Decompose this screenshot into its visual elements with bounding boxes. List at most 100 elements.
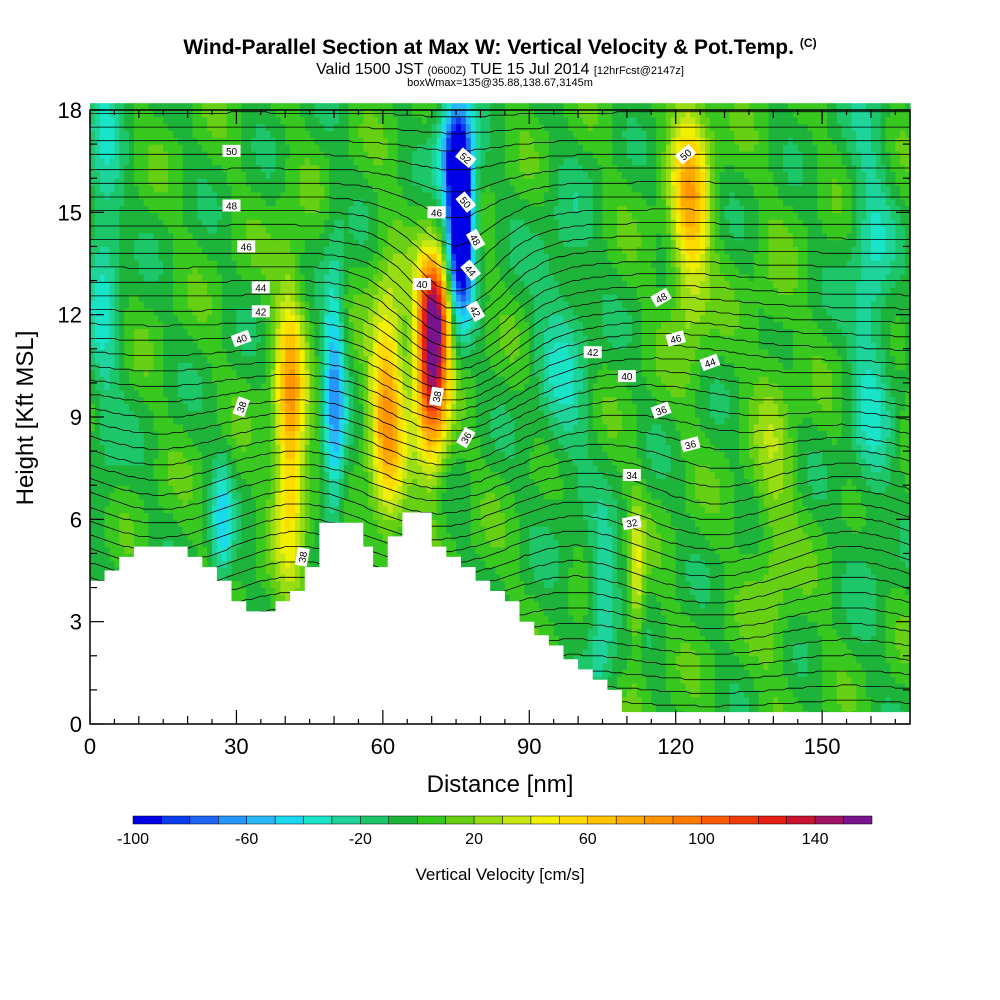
w-cell — [324, 341, 330, 350]
w-cell — [241, 478, 247, 486]
w-cell — [280, 164, 286, 172]
w-cell — [143, 417, 150, 425]
w-cell — [226, 403, 233, 411]
w-cell — [187, 103, 194, 111]
w-cell — [133, 457, 140, 466]
w-cell — [353, 505, 360, 514]
w-cell — [197, 280, 203, 288]
w-cell — [299, 232, 306, 241]
w-cell — [182, 444, 189, 452]
w-cell — [158, 171, 164, 179]
w-cell — [143, 498, 150, 507]
w-cell — [231, 471, 238, 479]
w-cell — [207, 382, 213, 391]
w-cell — [231, 301, 238, 309]
w-cell — [94, 464, 101, 473]
w-cell — [275, 519, 281, 527]
w-cell — [329, 232, 335, 241]
w-cell — [255, 587, 262, 595]
w-cell — [265, 219, 272, 227]
w-cell — [275, 444, 281, 452]
w-cell — [270, 601, 277, 609]
w-cell — [143, 219, 150, 227]
w-cell — [163, 294, 169, 302]
w-cell — [236, 185, 242, 193]
w-cell — [94, 471, 101, 479]
w-cell — [114, 280, 120, 288]
w-cell — [138, 505, 145, 514]
w-cell — [348, 396, 355, 404]
w-cell — [265, 144, 272, 152]
w-cell — [124, 232, 130, 241]
w-cell — [299, 301, 306, 309]
w-cell — [153, 205, 159, 213]
w-cell — [94, 553, 101, 561]
w-cell — [163, 362, 169, 370]
w-cell — [153, 301, 159, 309]
w-cell — [236, 171, 242, 179]
w-cell — [236, 212, 242, 220]
w-cell — [324, 219, 330, 227]
w-cell — [212, 423, 218, 432]
w-cell — [119, 417, 125, 425]
w-cell — [290, 130, 296, 138]
w-cell — [129, 348, 135, 357]
w-cell — [290, 526, 296, 534]
w-cell — [197, 266, 203, 275]
w-cell — [280, 403, 286, 411]
w-cell — [133, 260, 140, 268]
w-cell — [324, 437, 330, 445]
w-cell — [207, 369, 213, 377]
w-cell — [338, 382, 345, 391]
w-cell — [246, 560, 252, 568]
w-cell — [212, 451, 218, 459]
w-cell — [314, 266, 321, 275]
w-cell — [168, 539, 174, 548]
w-cell — [270, 471, 277, 479]
w-cell — [231, 430, 238, 439]
w-cell — [280, 567, 286, 575]
w-cell — [202, 205, 208, 213]
w-cell — [172, 301, 179, 309]
w-cell — [334, 492, 340, 500]
w-cell — [251, 580, 257, 589]
w-cell — [90, 314, 96, 323]
w-cell — [270, 178, 277, 186]
w-cell — [148, 532, 155, 541]
w-cell — [343, 253, 350, 261]
w-cell — [90, 478, 96, 486]
w-cell — [285, 287, 291, 295]
w-cell — [353, 498, 360, 507]
w-cell — [158, 246, 164, 254]
w-cell — [114, 198, 120, 207]
w-cell — [187, 437, 194, 445]
w-cell — [338, 444, 345, 452]
w-cell — [295, 451, 301, 459]
w-cell — [334, 328, 340, 336]
w-cell — [329, 157, 335, 166]
w-cell — [251, 198, 257, 207]
w-cell — [334, 178, 340, 186]
w-cell — [226, 341, 233, 350]
w-cell — [304, 437, 311, 445]
w-cell — [163, 478, 169, 486]
w-cell — [260, 253, 267, 261]
w-cell — [348, 280, 355, 288]
w-cell — [197, 130, 203, 138]
w-cell — [304, 253, 311, 261]
w-cell — [295, 464, 301, 473]
w-cell — [99, 130, 106, 138]
w-cell — [299, 219, 306, 227]
w-cell — [99, 266, 106, 275]
w-cell — [324, 205, 330, 213]
w-cell — [290, 478, 296, 486]
w-cell — [275, 225, 281, 234]
w-cell — [255, 382, 262, 391]
w-cell — [314, 348, 321, 357]
w-cell — [94, 567, 101, 575]
w-cell — [104, 505, 111, 514]
w-cell — [182, 314, 189, 323]
w-cell — [163, 232, 169, 241]
w-cell — [129, 185, 135, 193]
w-cell — [241, 191, 247, 200]
